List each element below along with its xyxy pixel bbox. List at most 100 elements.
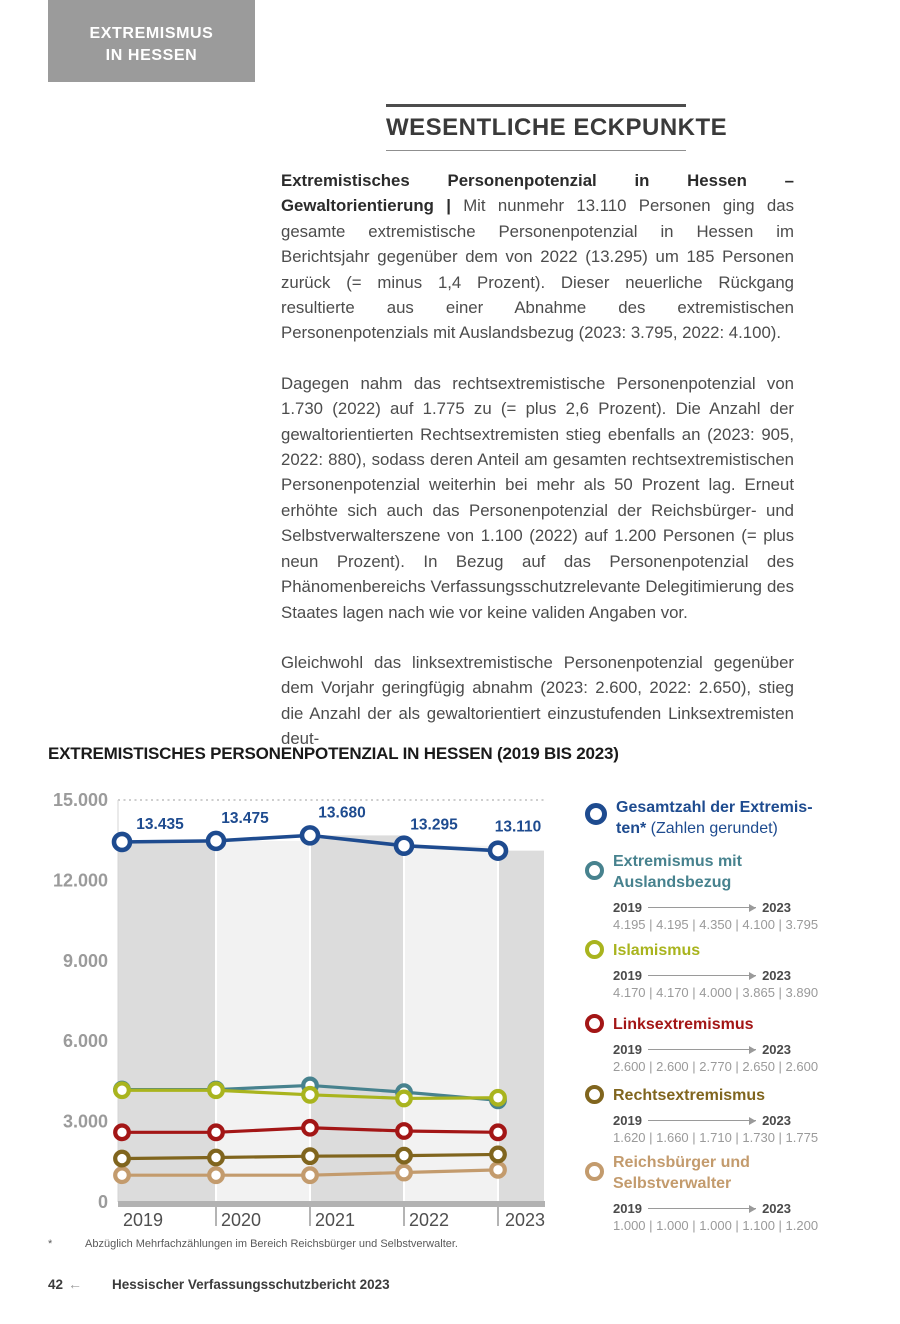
total-value-label: 13.435 — [136, 816, 184, 833]
paragraph-3-text: Gleichwohl das linksextremistische Perso… — [281, 652, 794, 749]
legend-label-suffix: (Zahlen gerundet) — [646, 820, 778, 837]
legend-year-range: 2019 2023 — [613, 1201, 791, 1216]
data-point — [393, 835, 415, 856]
y-tick-label: 6.000 — [63, 1031, 108, 1051]
data-point — [113, 1123, 131, 1142]
legend-entry: Extremismus mit Auslandsbezug 2019 2023 4.19… — [585, 851, 818, 932]
chapter-tab: EXTREMISMUS IN HESSEN — [48, 0, 255, 82]
legend-ring-icon — [585, 1085, 604, 1104]
legend-label: Gesamtzahl der Extremis-ten* (Zahlen ger… — [616, 799, 813, 837]
background-band — [217, 840, 309, 1202]
legend-ring-icon — [585, 803, 607, 825]
range-end-year: 2023 — [762, 900, 791, 915]
x-tick-label: 2020 — [221, 1210, 261, 1230]
y-tick-label: 12.000 — [53, 870, 108, 890]
data-point — [207, 1148, 225, 1167]
data-point — [301, 1085, 319, 1104]
footnote-text: Abzüglich Mehrfachzählungen im Bereich R… — [85, 1238, 458, 1250]
legend-values: 4.170 | 4.170 | 4.000 | 3.865 | 3.890 — [613, 985, 819, 1000]
x-tick-label: 2019 — [123, 1210, 163, 1230]
legend-entry: Linksextremismus 2019 2023 2.600 | 2.600 | … — [585, 1014, 818, 1074]
range-end-year: 2023 — [762, 968, 791, 983]
data-point — [301, 1118, 319, 1137]
data-point — [489, 1088, 507, 1107]
background-band — [499, 850, 544, 1202]
data-point — [205, 830, 227, 852]
legend-label: Linksextremismus — [613, 1016, 754, 1033]
legend-label: Islamismus — [613, 942, 701, 959]
title-rule-top — [386, 104, 686, 107]
legend-values: 2.600 | 2.600 | 2.770 | 2.650 | 2.600 — [613, 1059, 819, 1074]
data-point — [207, 1081, 225, 1100]
y-tick-label: 15.000 — [53, 790, 108, 810]
x-tick-label: 2022 — [409, 1210, 449, 1230]
right-arrow-icon — [647, 1116, 757, 1125]
range-start-year: 2019 — [613, 1201, 642, 1216]
data-point — [111, 831, 133, 853]
legend-values: 1.000 | 1.000 | 1.000 | 1.100 | 1.200 — [613, 1218, 819, 1233]
range-end-year: 2023 — [762, 1113, 791, 1128]
legend-ring-icon — [585, 1162, 604, 1181]
data-point — [395, 1163, 413, 1182]
range-start-year: 2019 — [613, 968, 642, 983]
legend-ring-icon — [585, 861, 604, 880]
paragraph-2-text: Dagegen nahm das rechtsextremistische Pe… — [281, 373, 794, 622]
legend-values: 1.620 | 1.660 | 1.710 | 1.730 | 1.775 — [613, 1130, 819, 1145]
legend-label: Rechtsextremismus — [613, 1087, 766, 1104]
data-point — [487, 840, 509, 861]
legend-entry: Rechtsextremismus 2019 2023 1.620 | 1.660 |… — [585, 1085, 818, 1145]
data-point — [489, 1160, 507, 1179]
chapter-tab-line2: IN HESSEN — [105, 47, 198, 64]
page-number: 42 — [48, 1276, 64, 1292]
data-point — [301, 1147, 319, 1166]
section-title-block: WESENTLICHE ECKPUNKTE — [386, 104, 728, 151]
data-point — [113, 1166, 131, 1185]
paragraph-2: Dagegen nahm das rechtsextremistische Pe… — [281, 371, 794, 625]
data-point — [113, 1081, 131, 1100]
x-axis-bar — [118, 1201, 545, 1207]
legend-year-range: 2019 2023 — [613, 1113, 791, 1128]
legend-entry: Reichsbürger und Selbstverwalter 2019 2023 1… — [585, 1152, 818, 1233]
right-arrow-icon — [647, 971, 757, 980]
data-point — [301, 1166, 319, 1185]
footnote: * Abzüglich Mehrfachzählungen im Bereich … — [48, 1238, 458, 1250]
legend-year-range: 2019 2023 — [613, 1042, 791, 1057]
body-text: Extremistisches Personenpotenzial in Hes… — [281, 168, 794, 777]
legend-values: 4.195 | 4.195 | 4.350 | 4.100 | 3.795 — [613, 917, 819, 932]
footnote-marker: * — [48, 1238, 53, 1250]
data-point — [113, 1149, 131, 1168]
chapter-tab-line1: EXTREMISMUS — [89, 25, 214, 42]
data-point — [299, 825, 321, 846]
range-end-year: 2023 — [762, 1042, 791, 1057]
right-arrow-icon — [647, 1204, 757, 1213]
page-title: WESENTLICHE ECKPUNKTE — [386, 114, 728, 141]
data-point — [489, 1145, 507, 1164]
title-rule-bottom — [386, 150, 686, 151]
background-band — [118, 841, 215, 1202]
personenpotenzial-line-chart: 15.000 12.000 9.000 6.000 3.000 0 2019 2020 2021… — [53, 790, 545, 1230]
data-point — [489, 1123, 507, 1142]
legend-year-range: 2019 2023 — [613, 900, 791, 915]
legend-ring-icon — [585, 940, 604, 959]
legend-year-range: 2019 2023 — [613, 968, 791, 983]
data-point — [395, 1146, 413, 1165]
report-title: Hessischer Verfassungsschutzbericht 2023 — [112, 1276, 390, 1292]
paragraph-1-text: Mit nunmehr 13.110 Personen ging das ges… — [281, 196, 794, 343]
legend-entry: Gesamtzahl der Extremis-ten* (Zahlen ger… — [585, 797, 813, 839]
paragraph-1-lead: Extremistisches Personenpotenzial in Hes… — [281, 171, 794, 216]
legend-entry: Islamismus 2019 2023 4.170 | 4.170 | 4.000 … — [585, 940, 818, 1000]
y-tick-label: 0 — [98, 1192, 108, 1212]
paragraph-1: Extremistisches Personenpotenzial in Hes… — [281, 168, 794, 346]
total-value-label: 13.295 — [410, 817, 458, 834]
data-point — [207, 1123, 225, 1142]
x-tick-label: 2023 — [505, 1210, 545, 1230]
data-point — [207, 1166, 225, 1185]
total-value-label: 13.110 — [495, 819, 542, 836]
y-tick-label: 3.000 — [63, 1112, 108, 1132]
x-tick-label: 2021 — [315, 1210, 355, 1230]
legend-label: Reichsbürger und Selbstverwalter — [613, 1154, 750, 1192]
back-arrow-icon: ← — [68, 1276, 83, 1292]
total-value-label: 13.680 — [318, 804, 365, 821]
right-arrow-icon — [647, 903, 757, 912]
page-footer: 42 ← Hessischer Verfassungsschutzbericht… — [48, 1276, 390, 1292]
